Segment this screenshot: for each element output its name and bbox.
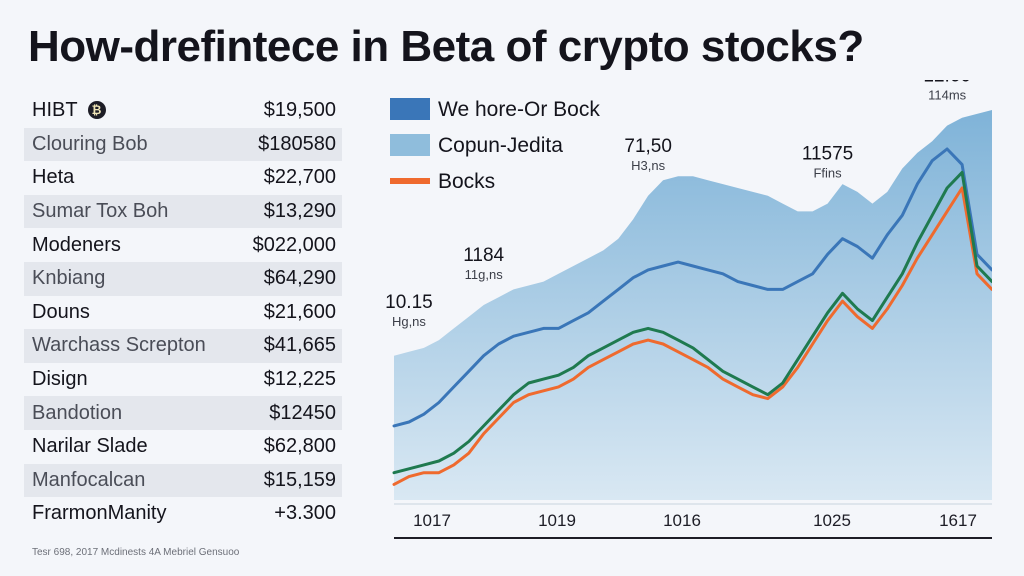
annotation-sublabel: H3,ns — [631, 158, 665, 173]
row-label: Heta — [32, 166, 74, 189]
table-row: Sumar Tox Boh $13,290 — [24, 194, 342, 229]
row-label-text: Bandotion — [32, 401, 123, 424]
annotation-sublabel: 114ms — [928, 88, 967, 103]
table-row: FrarmonManity +3.300 — [24, 497, 342, 531]
row-value: $19,500 — [263, 99, 336, 122]
row-label-text: Heta — [32, 166, 75, 189]
row-value: $12450 — [269, 401, 336, 424]
annotation-value: 11575 — [802, 144, 853, 165]
row-value: $64,290 — [263, 267, 336, 290]
annotation-value: 1184 — [463, 245, 504, 266]
row-label: Warchass Screpton — [32, 334, 206, 357]
row-label-text: Manfocalcan — [32, 468, 146, 491]
area-series-0 — [394, 110, 992, 500]
x-tick-label: 1017 — [413, 511, 451, 530]
table-row: Warchass Screpton $41,665 — [24, 329, 342, 363]
row-label-text: Narilar Slade — [32, 435, 148, 458]
row-label: HIBT ₿ — [32, 99, 106, 122]
annotation-value: 12.60 — [923, 80, 971, 87]
row-value: $13,290 — [263, 200, 336, 223]
table-row: Bandotion $12450 — [24, 396, 342, 430]
row-value: $12,225 — [263, 368, 336, 391]
row-label-text: Clouring Bob — [32, 132, 148, 155]
row-label-text: Disign — [32, 368, 88, 391]
table-row: HIBT ₿ $19,500 — [24, 94, 342, 128]
table-row: Manfocalcan $15,159 — [24, 463, 342, 498]
row-label: Clouring Bob — [32, 133, 148, 156]
row-label-text: Douns — [32, 300, 90, 323]
row-label: Narilar Slade — [32, 435, 148, 458]
table-row: Knbiang $64,290 — [24, 261, 342, 296]
x-tick-label: 1025 — [813, 511, 851, 530]
annotation-value: 71,50 — [624, 136, 672, 157]
row-label: Sumar Tox Boh — [32, 200, 168, 223]
table-row: Douns $21,600 — [24, 296, 342, 330]
row-label-text: HIBT — [32, 99, 78, 122]
table-row: Clouring Bob $180580 — [24, 127, 342, 162]
legend-swatch — [390, 178, 430, 184]
x-tick-label: 1019 — [538, 511, 576, 530]
line-series-3 — [392, 170, 992, 475]
legend-swatch — [390, 134, 430, 156]
row-value: $22,700 — [263, 166, 336, 189]
row-value: $41,665 — [263, 334, 336, 357]
row-label: Disign — [32, 368, 88, 391]
row-label-text: Sumar Tox Boh — [32, 200, 169, 223]
table-row: Disign $12,225 — [24, 363, 342, 397]
row-value: +3.300 — [274, 502, 336, 525]
table-row: Narilar Slade $62,800 — [24, 430, 342, 464]
annotation-sublabel: 11g,ns — [465, 267, 504, 282]
x-tick-label: 1617 — [939, 511, 977, 530]
annotation-sublabel: Ffins — [813, 166, 842, 181]
row-value: $21,600 — [263, 300, 336, 323]
legend-swatch — [390, 98, 430, 120]
row-label: FrarmonManity — [32, 502, 166, 525]
x-tick-label: 1016 — [663, 511, 701, 530]
row-label: Manfocalcan — [32, 469, 145, 492]
chart-title: How-drefintece in Beta of crypto stocks? — [28, 22, 864, 71]
line-series-2 — [392, 186, 992, 486]
legend-label: Bocks — [438, 170, 495, 193]
price-table: HIBT ₿ $19,500 Clouring Bob $180580 Heta $22,7… — [24, 94, 342, 531]
annotation-value: 10.15 — [385, 292, 433, 313]
row-value: $180580 — [258, 132, 336, 155]
line-series-1 — [392, 147, 992, 428]
row-label-text: Knbiang — [32, 267, 106, 290]
row-label: Modeners — [32, 234, 121, 257]
legend-label: Copun-Jedita — [438, 134, 563, 157]
row-value: $022,000 — [252, 233, 336, 256]
row-label-text: Warchass Screpton — [32, 334, 206, 357]
legend-label: We hore-Or Bock — [438, 98, 600, 121]
footnote: Tesr 698, 2017 Mcdinests 4A Mebriel Gens… — [32, 547, 240, 558]
annotation-sublabel: Hg,ns — [392, 314, 426, 329]
row-label: Knbiang — [32, 267, 105, 290]
row-label-text: FrarmonManity — [32, 502, 167, 525]
row-value: $15,159 — [263, 468, 336, 491]
row-label-text: Modeners — [32, 233, 121, 256]
row-value: $62,800 — [263, 435, 336, 458]
table-row: Heta $22,700 — [24, 161, 342, 195]
row-label: Douns — [32, 301, 90, 324]
row-label: Bandotion — [32, 402, 122, 425]
hibt-coin-icon: ₿ — [87, 101, 106, 120]
table-row: Modeners $022,000 — [24, 228, 342, 262]
